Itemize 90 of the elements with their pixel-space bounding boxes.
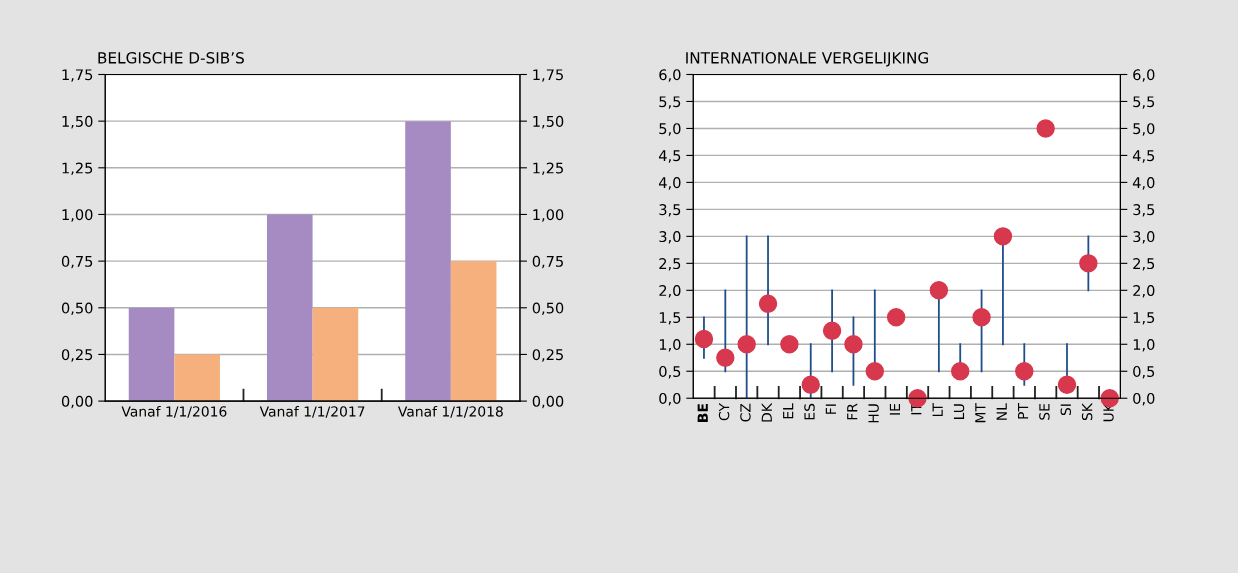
y2-tick-label: 1,50 [533,115,564,129]
x-tick-label: BE [697,404,708,422]
y2-tick-label: 1,25 [533,162,563,176]
chart-title: INTERNATIONALE VERGELIJKING [686,52,928,67]
x-tick-label: FI [825,404,836,414]
y-tick-label: 1,75 [62,69,93,82]
point [865,362,885,381]
x-tick-label: MT [975,403,986,423]
x-tick-label: CY [718,403,730,421]
y2-tick-label: 4,5 [1132,150,1155,163]
point [972,308,991,327]
y-tick-label: 0,5 [659,365,681,379]
point [822,321,842,340]
y-tick-label: 6,0 [659,69,681,82]
y-tick-label: 0,75 [61,255,93,269]
x-tick-label: Vanaf 1/1/2016 [121,405,227,418]
x-tick-label: SK [1081,402,1093,421]
y2-tick-label: 0,25 [532,349,563,362]
point [1057,375,1077,394]
x-tick-label: PT [1018,403,1029,419]
x-tick-label: HU [868,404,879,423]
x-tick-label: NL [996,403,1007,420]
bar [312,307,359,402]
y2-tick-label: 0,0 [1133,392,1155,406]
x-tick-label: ES [804,403,815,420]
x-tick-label: CZ [740,403,751,422]
y2-tick-label: 0,00 [532,395,564,409]
point [951,362,970,381]
y2-tick-label: 2,0 [1133,285,1155,298]
point [844,335,863,354]
x-tick-label: Vanaf 1/1/2017 [259,405,365,418]
bar [174,354,220,402]
point [801,375,820,394]
bar [266,214,313,402]
point [886,308,906,327]
y2-tick-label: 0,5 [1133,365,1155,379]
x-tick-label: IE [889,403,900,415]
y-tick-label: 5,0 [659,123,681,136]
point [758,294,778,314]
x-tick-label: LT [932,403,943,417]
x-tick-label: EL [783,403,794,419]
y-tick-label: 2,5 [659,258,681,271]
point [1036,119,1055,138]
point [737,335,756,354]
x-tick-label: LU [953,404,965,419]
point [929,281,949,300]
x-tick-label: SE [1039,403,1050,420]
x-tick-label: DK [761,402,772,422]
y2-tick-label: 0,75 [532,255,563,269]
y2-tick-label: 5,0 [1133,123,1155,136]
x-tick-label: Vanaf 1/1/2018 [397,405,503,418]
y2-tick-label: 1,5 [1133,312,1155,325]
y-tick-label: 3,0 [659,231,681,244]
point [716,348,735,367]
y2-tick-label: 0,50 [532,302,564,316]
point [993,227,1013,246]
x-tick-label: IT [911,403,922,415]
y2-tick-label: 1,0 [1133,338,1155,352]
x-tick-label: FR [847,403,858,420]
y-tick-label: 1,25 [62,162,93,176]
y-tick-label: 0,0 [659,392,681,406]
y-tick-label: 0,25 [61,349,93,362]
y-tick-label: 1,5 [659,312,681,325]
y2-tick-label: 3,0 [1133,231,1155,244]
y2-tick-label: 1,00 [533,209,564,222]
y2-tick-label: 3,5 [1133,204,1155,217]
y2-tick-label: 4,0 [1132,177,1155,190]
y-tick-label: 2,0 [659,285,681,298]
y2-tick-label: 2,5 [1133,258,1155,271]
y-tick-label: 0,00 [61,395,93,409]
chart-title: BELGISCHE D-SIB’S [98,52,244,64]
y-tick-label: 3,5 [659,204,681,217]
y-tick-label: 5,5 [659,96,681,109]
point [780,335,799,354]
x-tick-label: SI [1060,404,1072,416]
point [694,329,714,349]
y-tick-label: 1,50 [62,115,93,129]
point [1015,362,1034,381]
y-tick-label: 0,50 [61,302,93,316]
y2-tick-label: 5,5 [1133,96,1155,109]
y-tick-label: 4,0 [659,177,681,190]
y-tick-label: 1,00 [62,209,93,222]
bar [450,261,497,402]
y-tick-label: 4,5 [659,150,681,163]
y-tick-label: 1,0 [659,338,681,352]
bar [128,307,175,402]
point [1079,254,1098,273]
bar [405,121,451,402]
y2-tick-label: 1,75 [533,69,563,82]
y2-tick-label: 6,0 [1133,69,1155,82]
